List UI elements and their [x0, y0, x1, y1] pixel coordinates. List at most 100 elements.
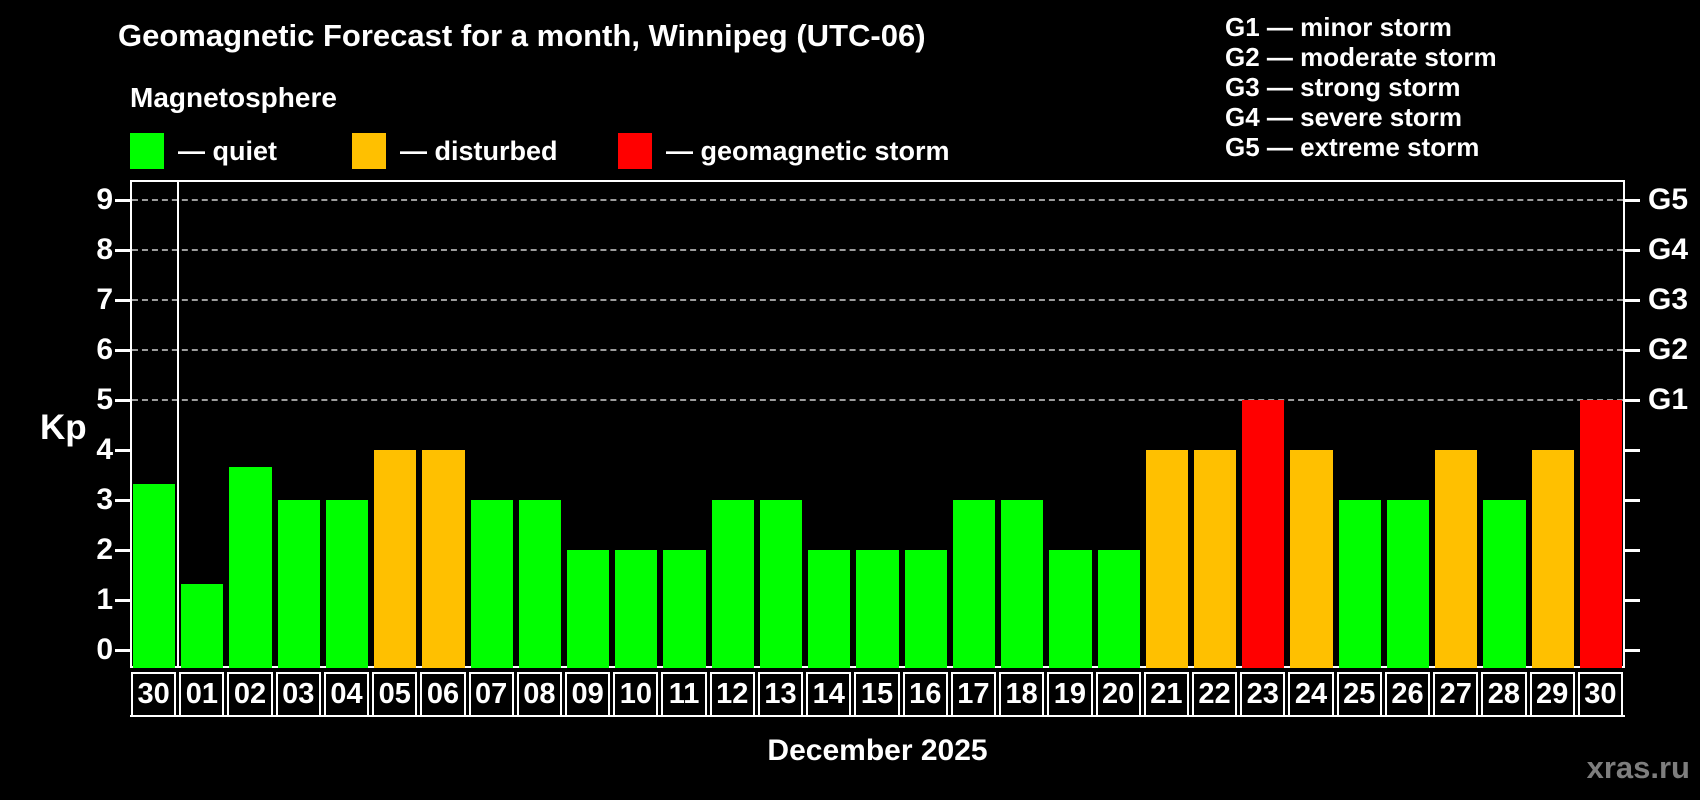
y-axis-label-5: 5: [96, 383, 113, 416]
legend-swatch-storm: [618, 133, 652, 169]
x-axis-day-cell: 17: [950, 672, 997, 717]
month-separator-line: [177, 180, 180, 668]
y-axis-tick-left-6: [115, 349, 130, 352]
x-axis-day-cell: 10: [613, 672, 659, 717]
x-axis-day-cell: 13: [757, 672, 804, 717]
kp-bar-day-22: [1193, 450, 1237, 668]
x-axis-day-cell: 25: [1336, 672, 1382, 717]
kp-bar-day-20: [1097, 550, 1140, 668]
x-axis-day-cell: 02: [227, 672, 273, 717]
x-axis-day-cell: 14: [806, 672, 852, 717]
watermark: xras.ru: [1586, 750, 1690, 785]
kp-bar-day-29: [1531, 450, 1574, 668]
kp-bar-day-06: [422, 450, 465, 668]
kp-bar-day-07: [470, 500, 513, 668]
kp-bar-day-23: [1242, 400, 1285, 668]
kp-bar-day-19: [1049, 550, 1092, 668]
kp-bar-day-10: [615, 550, 658, 668]
x-axis-day-cell: 12: [709, 672, 755, 717]
y-axis-tick-left-8: [115, 249, 130, 252]
x-axis-baseline: [130, 715, 1625, 717]
x-axis-day-cell: 16: [902, 672, 948, 717]
y-axis-label-7: 7: [96, 283, 113, 316]
g-scale-legend-line-2: G2 — moderate storm: [1225, 42, 1497, 72]
y-axis-tick-left-9: [115, 199, 130, 202]
x-axis-day-cell: 06: [420, 672, 466, 717]
legend-swatch-quiet: [130, 133, 164, 169]
legend-item-quiet: — quiet: [130, 132, 277, 170]
x-axis-day-cell: 24: [1288, 672, 1334, 717]
x-axis-title-month: December 2025: [767, 734, 988, 767]
kp-bar-day-16: [904, 550, 947, 668]
x-axis-day-cell: 21: [1143, 672, 1189, 717]
x-axis-day-cell: 08: [516, 672, 563, 717]
x-axis-day-cell: 20: [1095, 672, 1141, 717]
gridline-kp-7: [132, 299, 1623, 301]
legend-swatch-disturbed: [352, 133, 386, 169]
y-axis-label-4: 4: [96, 433, 113, 466]
y-axis-label-2: 2: [96, 533, 113, 566]
y-axis-tick-right-0: [1625, 649, 1640, 652]
x-axis-day-cell: 26: [1384, 672, 1431, 717]
g-scale-legend: G1 — minor storm G2 — moderate storm G3 — …: [1225, 12, 1497, 162]
y-axis-tick-left-7: [115, 299, 130, 302]
x-axis-day-cell: 15: [854, 672, 900, 717]
g-scale-legend-line-3: G3 — strong storm: [1225, 72, 1461, 102]
x-axis-day-cell: 19: [1047, 672, 1093, 717]
x-axis-day-cell: 30: [131, 672, 177, 717]
chart-title: Geomagnetic Forecast for a month, Winnip…: [118, 18, 926, 53]
y-axis-label-8: 8: [96, 233, 113, 266]
legend-label-disturbed: — disturbed: [400, 135, 558, 166]
right-axis-label-G3: G3: [1648, 283, 1689, 316]
kp-bar-day-28: [1483, 500, 1526, 668]
y-axis-tick-left-3: [115, 499, 130, 502]
x-axis-day-cell: 18: [999, 672, 1045, 717]
y-axis-tick-right-3: [1625, 499, 1640, 502]
y-axis-tick-right-6: [1625, 349, 1640, 352]
right-axis-label-G5: G5: [1648, 183, 1689, 216]
y-axis-tick-left-0: [115, 649, 130, 652]
kp-bar-day-05: [374, 450, 417, 668]
y-axis-tick-right-4: [1625, 449, 1640, 452]
kp-bar-day-02: [229, 466, 272, 668]
right-axis-label-G4: G4: [1648, 233, 1689, 266]
g-scale-legend-line-1: G1 — minor storm: [1225, 12, 1452, 42]
kp-bar-day-14: [808, 550, 851, 668]
x-axis-day-cell: 27: [1433, 672, 1479, 717]
gridline-kp-6: [132, 349, 1623, 351]
y-axis-tick-right-8: [1625, 249, 1640, 252]
y-axis-label-9: 9: [96, 183, 113, 216]
gridline-kp-8: [132, 249, 1623, 251]
kp-bar-day-09: [567, 550, 610, 668]
gridline-kp-9: [132, 199, 1623, 201]
kp-bar-day-26: [1386, 500, 1430, 668]
x-axis-day-cell: 04: [323, 672, 370, 717]
y-axis-label-1: 1: [96, 583, 113, 616]
legend-label-storm: — geomagnetic storm: [666, 135, 950, 166]
legend-item-disturbed: — disturbed: [352, 132, 558, 170]
kp-bar-day-17: [952, 500, 996, 668]
x-axis-day-cell: 11: [661, 672, 707, 717]
kp-bar-day-21: [1145, 450, 1188, 668]
y-axis-tick-left-4: [115, 449, 130, 452]
x-axis-day-cell: 01: [179, 672, 225, 717]
kp-bar-day-01: [181, 583, 224, 668]
kp-bar-day-18: [1001, 500, 1044, 668]
kp-bar-day-03: [277, 500, 320, 668]
y-axis-tick-right-5: [1625, 399, 1640, 402]
y-axis-tick-right-1: [1625, 599, 1640, 602]
g-scale-legend-line-4: G4 — severe storm: [1225, 102, 1463, 132]
x-axis-day-cell: 28: [1481, 672, 1527, 717]
kp-bar-day-15: [856, 550, 899, 668]
kp-bar-day-25: [1338, 500, 1381, 668]
right-axis-label-G2: G2: [1648, 333, 1689, 366]
y-axis-tick-right-9: [1625, 199, 1640, 202]
legend-label-quiet: — quiet: [178, 135, 277, 166]
y-axis-tick-right-7: [1625, 299, 1640, 302]
x-axis-day-cell: 23: [1240, 672, 1286, 717]
kp-bar-day-24: [1290, 450, 1333, 668]
x-axis-day-cell: 30: [1577, 672, 1623, 717]
kp-bar-day-12: [711, 500, 754, 668]
kp-bar-day-04: [325, 500, 369, 668]
kp-bar-day-11: [663, 550, 706, 668]
